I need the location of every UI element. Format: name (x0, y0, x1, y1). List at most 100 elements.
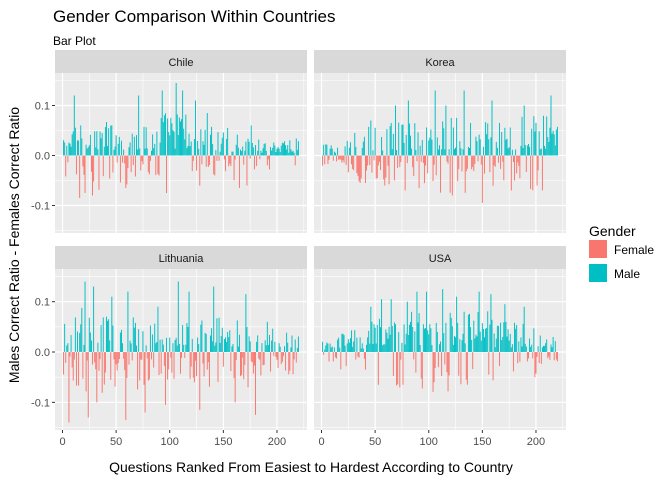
bar-male (391, 149, 393, 156)
legend: Gender Female Male (589, 223, 654, 282)
bar-male (161, 339, 163, 353)
bar-male (338, 337, 340, 353)
bar-male (74, 127, 76, 156)
bar-male (509, 333, 511, 353)
bar-female (267, 155, 269, 160)
bar-male (445, 322, 447, 353)
bar-female (65, 352, 67, 363)
bar-female (243, 352, 245, 380)
bar-male (138, 95, 140, 156)
bar-female (471, 155, 473, 170)
panel-background (55, 73, 307, 233)
bar-male (370, 120, 372, 156)
bar-male (404, 344, 406, 353)
bar-female (555, 352, 557, 360)
bar-female (375, 155, 377, 179)
bar-female (225, 155, 226, 172)
bar-female (234, 155, 236, 160)
bar-female (322, 155, 324, 166)
bar-male (552, 130, 554, 156)
bar-female (173, 352, 175, 379)
bar-male (491, 319, 493, 353)
bar-male (128, 147, 130, 156)
bar-male (500, 322, 502, 353)
bar-female (488, 352, 490, 375)
bar-male (238, 334, 240, 353)
bar-male (88, 317, 90, 353)
bar-male (515, 149, 517, 156)
bar-male (496, 325, 498, 353)
bar-male (127, 291, 129, 353)
bar-female (90, 155, 92, 172)
bar-male (204, 332, 206, 353)
bar-male (395, 324, 396, 353)
bar-male (514, 322, 516, 353)
bar-male (485, 328, 487, 353)
bar-male (330, 145, 332, 156)
legend-swatch-female (589, 240, 607, 258)
bar-female (288, 352, 290, 375)
bar-male (491, 100, 493, 156)
bar-male (185, 114, 187, 156)
bar-male (203, 144, 205, 156)
bar-male (280, 145, 282, 156)
bar-female (412, 155, 414, 168)
x-tick-label: 50 (110, 436, 122, 448)
bar-female (75, 155, 77, 175)
bar-male (537, 346, 539, 353)
bar-male (327, 343, 329, 353)
bar-male (272, 328, 274, 353)
bar-male (202, 141, 204, 156)
bar-male (247, 138, 249, 156)
bar-male (369, 343, 371, 353)
bar-male (232, 344, 234, 353)
bar-female (343, 155, 345, 163)
bar-male (67, 343, 69, 353)
bar-male (367, 337, 369, 353)
bar-male (431, 345, 433, 353)
bar-male (344, 345, 346, 353)
bar-male (145, 345, 147, 353)
bar-male (484, 337, 485, 353)
bar-female (140, 155, 142, 171)
bar-male (476, 336, 478, 353)
bar-male (285, 145, 287, 156)
bar-male (419, 145, 421, 156)
bar-female (253, 155, 255, 170)
bar-male (538, 131, 540, 156)
bar-female (189, 352, 191, 379)
bar-female (190, 352, 192, 367)
bar-female (358, 155, 360, 182)
bar-male (470, 122, 472, 156)
bar-female (123, 352, 125, 359)
bar-female (472, 155, 474, 167)
bar-male (175, 337, 177, 353)
bar-female (109, 155, 111, 179)
bar-male (478, 291, 480, 353)
bar-male (467, 146, 469, 156)
bar-male (223, 339, 225, 353)
bar-male (102, 317, 104, 353)
bar-male (524, 144, 526, 156)
bar-male (459, 141, 461, 156)
bar-male (248, 336, 250, 353)
bar-male (487, 123, 489, 156)
bar-male (436, 332, 438, 353)
bar-male (346, 140, 348, 156)
x-tick-label: 200 (268, 436, 286, 448)
bar-male (68, 142, 70, 156)
bar-male (372, 150, 374, 156)
bar-male (121, 329, 122, 353)
bar-male (168, 132, 170, 156)
bar-male (384, 344, 386, 353)
bar-male (389, 334, 391, 353)
bar-male (470, 327, 472, 353)
bar-female (380, 155, 381, 171)
bar-male (63, 140, 65, 156)
bar-male (274, 145, 276, 156)
bar-male (145, 127, 147, 156)
bar-female (127, 155, 129, 169)
bar-female (364, 352, 366, 370)
facet-strip-label: Korea (425, 57, 455, 69)
bar-female (206, 352, 208, 370)
